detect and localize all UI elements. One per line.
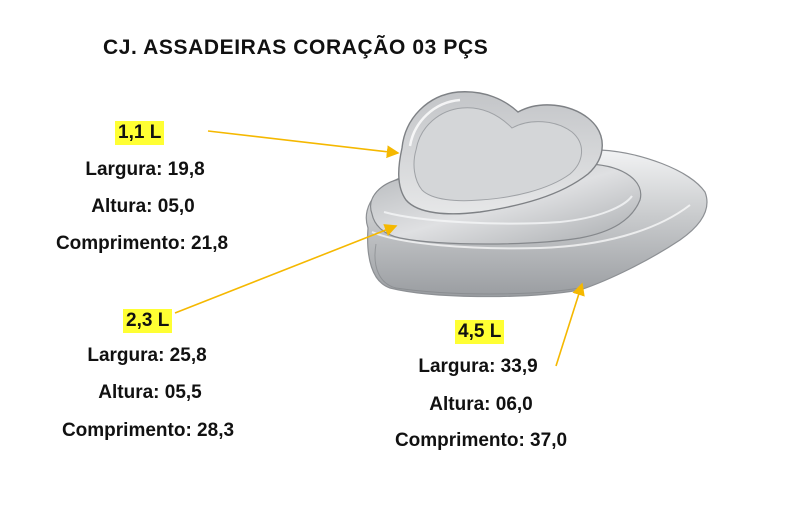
spec-width-medium: Largura: 25,8 <box>87 345 207 366</box>
spec-width-small: Largura: 19,8 <box>85 159 205 180</box>
small-pan <box>398 91 603 215</box>
callout-arrow-2-3l <box>174 224 398 314</box>
spec-length-medium: Comprimento: 28,3 <box>61 420 235 441</box>
spec-height-medium: Altura: 05,5 <box>98 382 202 403</box>
volume-badge-small: 1,1 L <box>115 121 165 145</box>
spec-height-small: Altura: 05,0 <box>91 196 195 217</box>
callout-arrow-4-5l <box>555 282 585 367</box>
spec-length-small: Comprimento: 21,8 <box>55 233 229 254</box>
product-title: CJ. ASSADEIRAS CORAÇÃO 03 PÇS <box>103 36 489 59</box>
spec-length-large: Comprimento: 37,0 <box>394 430 568 451</box>
spec-width-large: Largura: 33,9 <box>418 356 538 377</box>
spec-height-large: Altura: 06,0 <box>429 394 533 415</box>
volume-badge-large: 4,5 L <box>455 320 505 344</box>
callout-arrow-1-1l <box>207 130 400 159</box>
volume-badge-medium: 2,3 L <box>123 309 173 333</box>
